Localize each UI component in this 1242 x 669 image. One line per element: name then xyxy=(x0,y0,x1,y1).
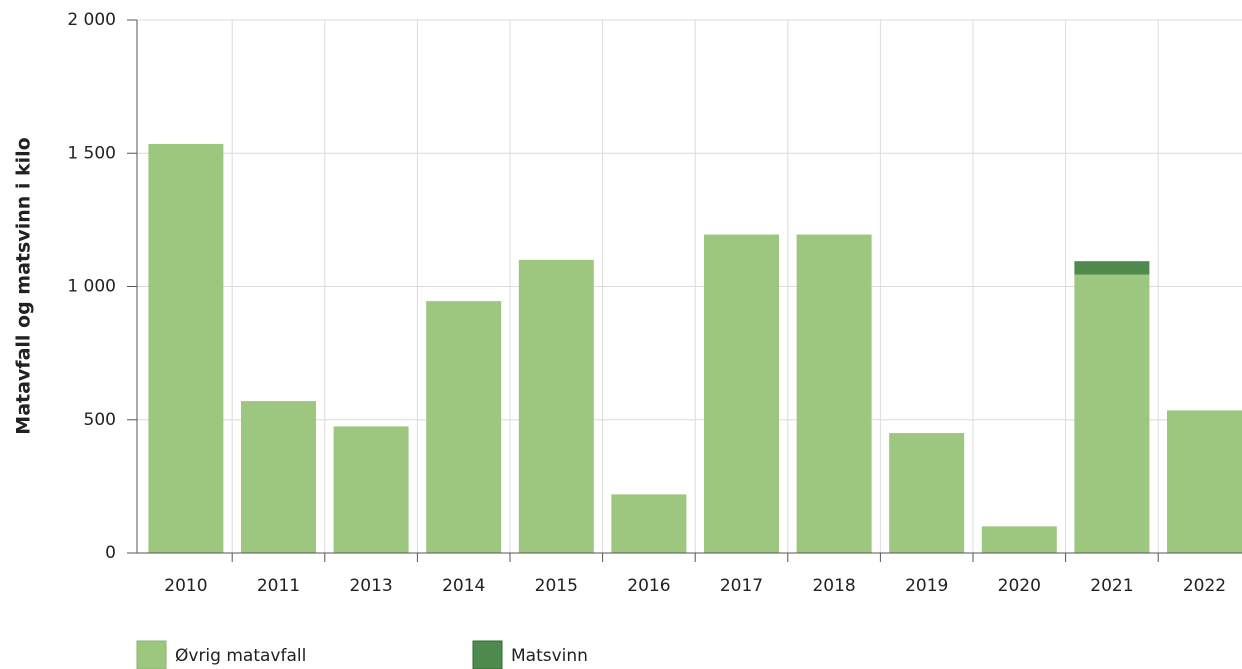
legend-swatch xyxy=(136,640,167,669)
bar-segment xyxy=(889,433,965,553)
x-tick-label: 2010 xyxy=(164,576,207,596)
x-tick-label: 2020 xyxy=(998,576,1041,596)
x-tick-label: 2014 xyxy=(442,576,485,596)
x-tick-label: 2011 xyxy=(257,576,300,596)
bar-segment xyxy=(518,259,594,553)
legend-swatch xyxy=(472,640,503,669)
bar-segment xyxy=(981,526,1057,553)
bar-segment xyxy=(1074,261,1150,275)
bar-segment xyxy=(148,143,224,554)
x-tick-label: 2021 xyxy=(1090,576,1133,596)
y-tick-label: 1 500 xyxy=(67,143,116,163)
x-tick-label: 2018 xyxy=(812,576,855,596)
x-tick-label: 2015 xyxy=(535,576,578,596)
bar-segment xyxy=(426,301,502,553)
y-tick-label: 1 000 xyxy=(67,277,116,297)
bar-segment xyxy=(333,426,409,553)
x-tick-label: 2022 xyxy=(1183,576,1226,596)
x-tick-label: 2016 xyxy=(627,576,670,596)
x-tick-label: 2017 xyxy=(720,576,763,596)
y-axis-label: Matavfall og matsvinn i kilo xyxy=(13,137,35,434)
x-tick-label: 2019 xyxy=(905,576,948,596)
legend-label: Øvrig matavfall xyxy=(175,646,306,666)
legend-label: Matsvinn xyxy=(511,646,588,666)
bar-segment xyxy=(796,234,872,553)
y-tick-label: 500 xyxy=(84,410,116,430)
x-tick-label: 2013 xyxy=(349,576,392,596)
bar-segment xyxy=(611,494,687,553)
y-tick-label: 2 000 xyxy=(67,10,116,30)
bar-segment xyxy=(704,234,779,553)
bar-segment xyxy=(1074,274,1150,553)
bar-segment xyxy=(1167,410,1242,553)
bar-segment xyxy=(241,401,316,553)
y-tick-label: 0 xyxy=(105,543,116,563)
